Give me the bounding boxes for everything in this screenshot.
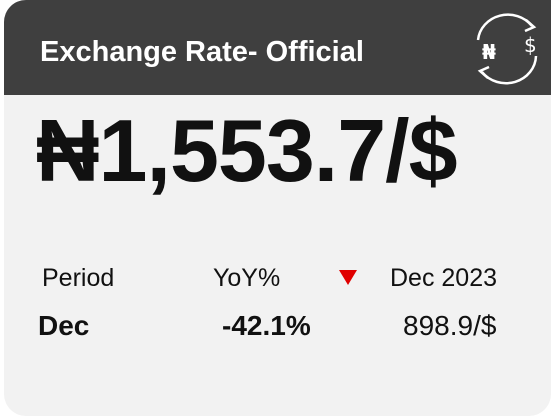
title: Exchange Rate- Official (40, 36, 364, 68)
icon-naira: ₦ (482, 40, 496, 64)
value: Dec (38, 310, 90, 341)
down-indicator (339, 270, 357, 285)
exchange-icon: ₦ $ (476, 13, 538, 85)
header: Exchange Rate- Official ₦ $ (4, 0, 551, 95)
label: Dec 2023 (390, 264, 498, 292)
value: 898.9/$ (403, 310, 497, 341)
label: Period (42, 264, 115, 292)
icon-dollar: $ (524, 33, 537, 57)
value: -42.1% (222, 310, 311, 341)
main-value: ₦1,553.7/$ (36, 101, 458, 200)
card: Exchange Rate- Official ₦ $ ₦1,553.7/$ P… (4, 0, 551, 416)
label: YoY% (213, 264, 281, 292)
